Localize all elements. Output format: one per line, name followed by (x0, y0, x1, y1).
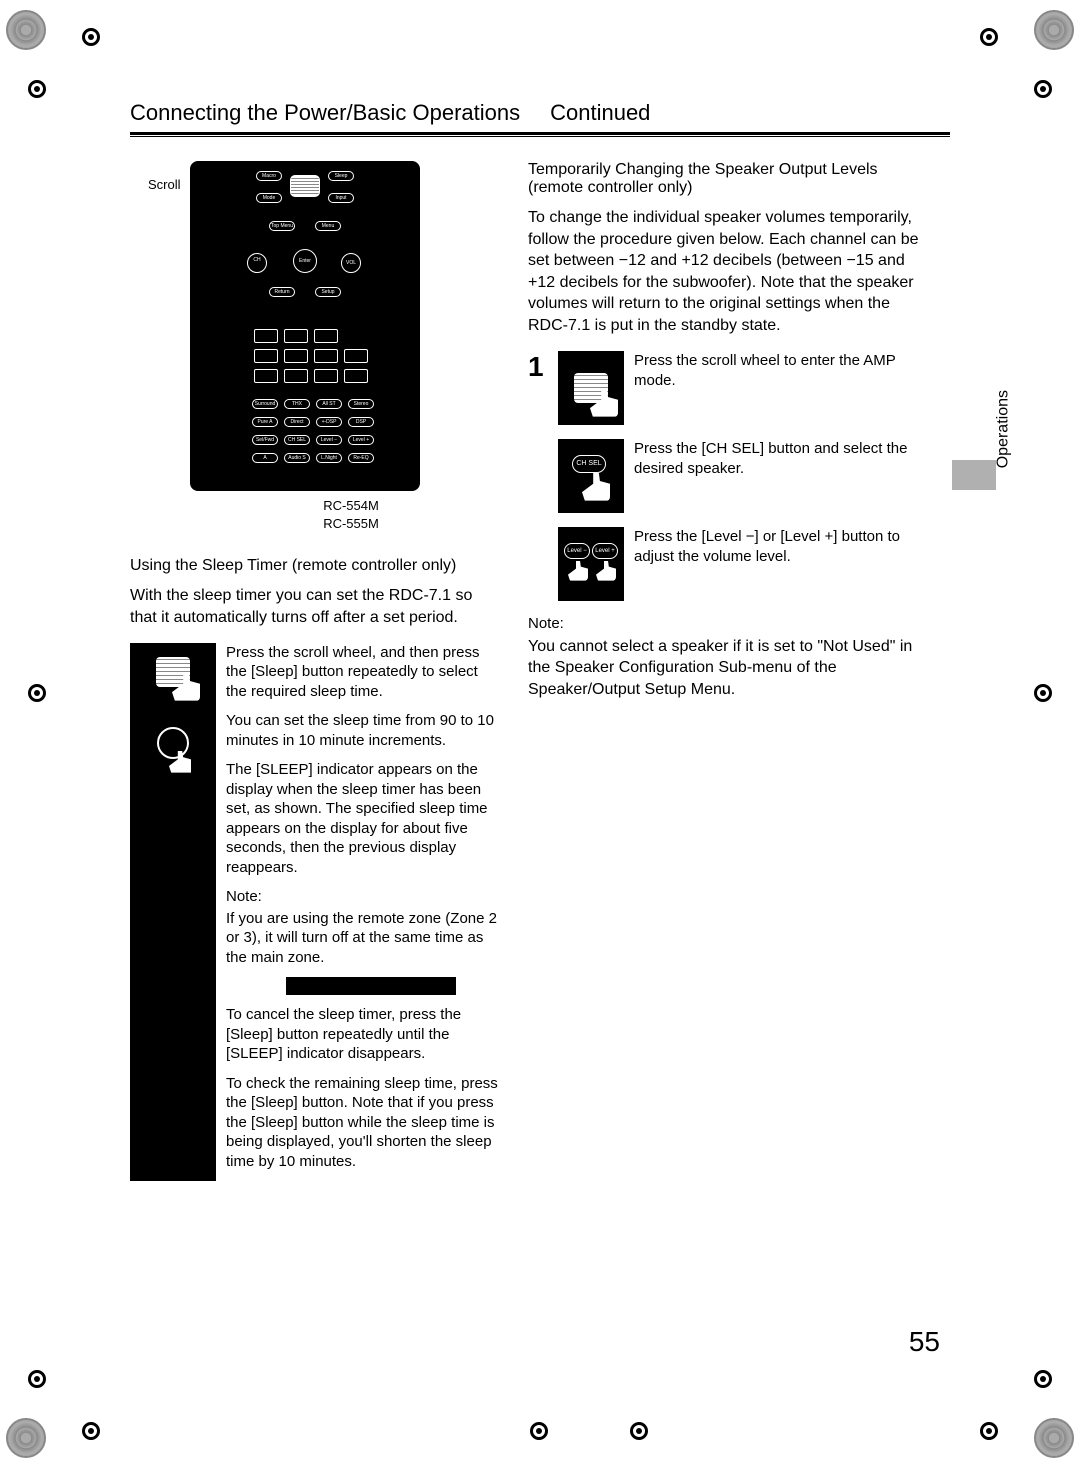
step-1-icon (558, 351, 624, 425)
sleep-check: To check the remaining sleep time, press… (226, 1074, 500, 1172)
hand-icon (582, 473, 610, 501)
crop-mark (28, 80, 46, 98)
crop-mark (28, 684, 46, 702)
crop-mark (82, 28, 100, 46)
crop-mark (980, 28, 998, 46)
top-menu-button: Top Menu (269, 221, 295, 231)
sleep-p3: The [SLEEP] indicator appears on the dis… (226, 760, 500, 877)
macro-button: Macro (256, 171, 282, 181)
sleep-button: Sleep (328, 171, 354, 181)
pure-a-button: Pure A (252, 417, 278, 427)
crop-wheel (6, 1418, 46, 1458)
enter-button: Enter (293, 249, 317, 273)
crop-mark (1034, 80, 1052, 98)
scroll-label: Scroll (148, 177, 181, 192)
chsel-icon-label: CH SEL (572, 455, 606, 473)
page-subtitle: Continued (550, 100, 650, 126)
ch-button: CH (247, 253, 267, 273)
finger-press-icon (157, 727, 189, 759)
step-2-text: Press the [CH SEL] button and select the… (634, 439, 928, 513)
remote-illustration: Scroll Macro Sleep Mode Input Top Menu M… (190, 161, 420, 491)
level-plus-button: Level + (348, 435, 374, 445)
a-button: A (252, 453, 278, 463)
crop-mark (28, 1370, 46, 1388)
page-title: Connecting the Power/Basic Operations (130, 100, 520, 126)
step-1-number: 1 (528, 351, 548, 425)
crop-wheel (1034, 10, 1074, 50)
level-minus-button: Level − (316, 435, 342, 445)
sleep-icon-panel (130, 643, 216, 1182)
hand-icon (568, 561, 588, 581)
dsp-button: +-DSP (316, 417, 342, 427)
remote-caption-2: RC-555M (202, 515, 500, 533)
sleep-cancel: To cancel the sleep timer, press the [Sl… (226, 1005, 500, 1064)
thx-button: THX (284, 399, 310, 409)
speaker-output-heading: Temporarily Changing the Speaker Output … (528, 161, 928, 197)
lvl-minus-icon: Level − (564, 543, 590, 559)
crop-mark (82, 1422, 100, 1440)
step-3-text: Press the [Level −] or [Level +] button … (634, 527, 928, 601)
sleep-note: If you are using the remote zone (Zone 2… (226, 909, 500, 968)
return-button: Return (269, 287, 295, 297)
sleep-timer-intro: With the sleep timer you can set the RDC… (130, 585, 500, 628)
direct-button: Direct (284, 417, 310, 427)
page-number: 55 (909, 1326, 940, 1358)
crop-mark (630, 1422, 648, 1440)
audios-button: Audio S (284, 453, 310, 463)
sleep-display-bar (286, 977, 456, 995)
menu-button: Menu (315, 221, 341, 231)
vol-button: VOL (341, 253, 361, 273)
speaker-note: You cannot select a speaker if it is set… (528, 636, 928, 701)
step-1-text: Press the scroll wheel to enter the AMP … (634, 351, 928, 425)
crop-mark (530, 1422, 548, 1440)
mode-button: Mode (256, 193, 282, 203)
side-gray-tab (952, 460, 996, 490)
hand-icon (596, 561, 616, 581)
title-rule (130, 132, 950, 137)
crop-wheel (6, 10, 46, 50)
sleep-p1: Press the scroll wheel, and then press t… (226, 643, 500, 702)
remote-caption-1: RC-554M (202, 497, 500, 515)
speaker-note-label: Note: (528, 615, 928, 632)
setup-button: Setup (315, 287, 341, 297)
input-button: Input (328, 193, 354, 203)
step-2-number (528, 439, 548, 513)
crop-mark (1034, 684, 1052, 702)
crop-mark (980, 1422, 998, 1440)
surround-button: Surround (252, 399, 278, 409)
all-st-button: All ST (316, 399, 342, 409)
scroll-wheel-icon (290, 175, 320, 197)
crop-wheel (1034, 1418, 1074, 1458)
sleep-p2: You can set the sleep time from 90 to 10… (226, 711, 500, 750)
reeq-button: Re-EQ (348, 453, 374, 463)
step-2-icon: CH SEL (558, 439, 624, 513)
sleep-note-label: Note: (226, 887, 500, 907)
selfwd-button: Sel/Fwd (252, 435, 278, 445)
crop-mark (1034, 1370, 1052, 1388)
side-tab-operations: Operations (994, 390, 1012, 468)
chsel-button: CH SEL (284, 435, 310, 445)
step-3-number (528, 527, 548, 601)
lnight-button: L.Night (316, 453, 342, 463)
sleep-timer-heading: Using the Sleep Timer (remote controller… (130, 557, 500, 575)
dsp2-button: DSP (348, 417, 374, 427)
step-3-icon: Level − Level + (558, 527, 624, 601)
stereo-button: Stereo (348, 399, 374, 409)
lvl-plus-icon: Level + (592, 543, 618, 559)
speaker-output-intro: To change the individual speaker volumes… (528, 207, 928, 337)
